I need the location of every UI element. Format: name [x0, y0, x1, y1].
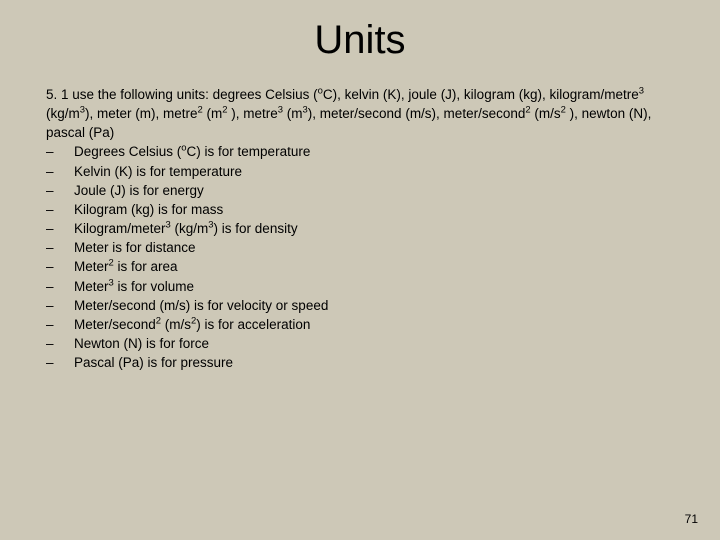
bullet-text: Newton (N) is for force — [74, 336, 209, 351]
bullet-text: Meter/second (m/s) is for velocity or sp… — [74, 298, 328, 313]
list-item: – Newton (N) is for force — [46, 334, 674, 353]
bullet-text: Joule (J) is for energy — [74, 183, 204, 198]
bullet-dash: – — [46, 353, 54, 372]
list-item: – Kelvin (K) is for temperature — [46, 162, 674, 181]
bullet-text: Pascal (Pa) is for pressure — [74, 355, 233, 370]
slide-body: 5. 1 use the following units: degrees Ce… — [46, 85, 674, 372]
list-item: – Kilogram (kg) is for mass — [46, 200, 674, 219]
list-item: – Degrees Celsius (oC) is for temperature — [46, 142, 674, 161]
bullet-text: Kelvin (K) is for temperature — [74, 164, 242, 179]
bullet-dash: – — [46, 181, 54, 200]
bullet-dash: – — [46, 200, 54, 219]
slide: Units 5. 1 use the following units: degr… — [0, 0, 720, 540]
bullet-text: Meter is for distance — [74, 240, 196, 255]
bullet-text: Meter2 is for area — [74, 259, 178, 274]
list-item: – Meter/second2 (m/s2) is for acceleratio… — [46, 315, 674, 334]
list-item: – Joule (J) is for energy — [46, 181, 674, 200]
list-item: – Meter3 is for volume — [46, 277, 674, 296]
bullet-text: Meter/second2 (m/s2) is for acceleration — [74, 317, 310, 332]
list-item: – Meter is for distance — [46, 238, 674, 257]
bullet-dash: – — [46, 142, 54, 161]
bullet-dash: – — [46, 296, 54, 315]
bullet-text: Kilogram/meter3 (kg/m3) is for density — [74, 221, 298, 236]
bullet-text: Degrees Celsius (oC) is for temperature — [74, 144, 310, 159]
bullet-text: Meter3 is for volume — [74, 279, 194, 294]
bullet-dash: – — [46, 219, 54, 238]
list-item: – Meter2 is for area — [46, 257, 674, 276]
bullet-text: Kilogram (kg) is for mass — [74, 202, 223, 217]
intro-paragraph: 5. 1 use the following units: degrees Ce… — [46, 85, 674, 142]
list-item: – Pascal (Pa) is for pressure — [46, 353, 674, 372]
slide-title: Units — [46, 18, 674, 63]
page-number: 71 — [685, 512, 698, 526]
bullet-dash: – — [46, 162, 54, 181]
bullet-list: – Degrees Celsius (oC) is for temperature… — [46, 142, 674, 372]
bullet-dash: – — [46, 257, 54, 276]
list-item: – Kilogram/meter3 (kg/m3) is for density — [46, 219, 674, 238]
bullet-dash: – — [46, 315, 54, 334]
bullet-dash: – — [46, 277, 54, 296]
bullet-dash: – — [46, 238, 54, 257]
list-item: – Meter/second (m/s) is for velocity or s… — [46, 296, 674, 315]
bullet-dash: – — [46, 334, 54, 353]
